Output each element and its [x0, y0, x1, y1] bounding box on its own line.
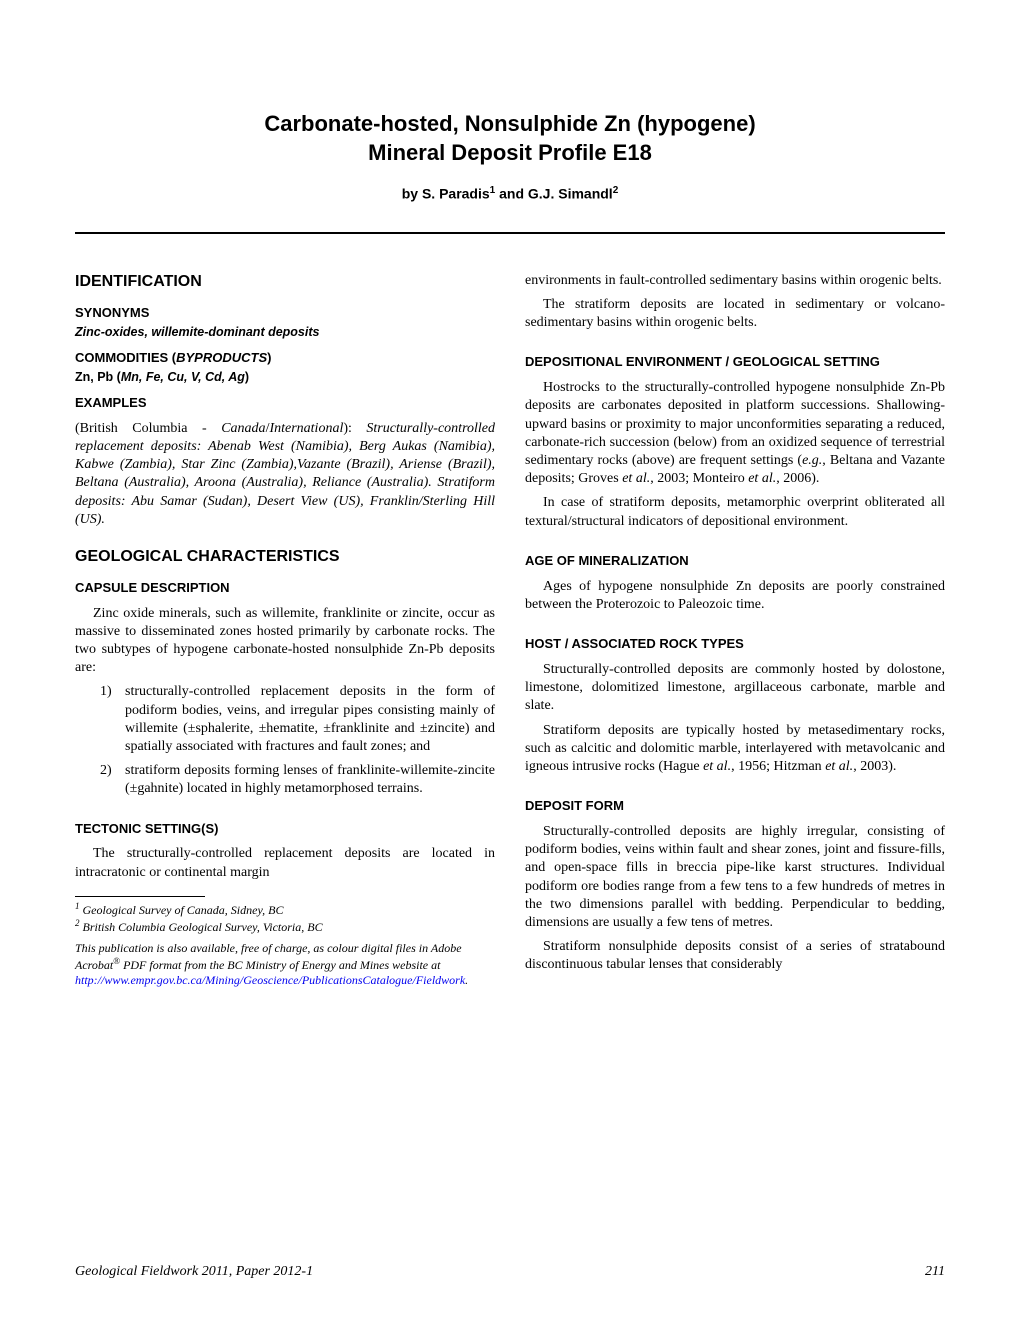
- right-p1: environments in fault-controlled sedimen…: [525, 272, 945, 290]
- footnote-2-text: British Columbia Geological Survey, Vict…: [80, 920, 323, 934]
- footnote-1: 1 Geological Survey of Canada, Sidney, B…: [75, 901, 495, 918]
- host-p2c: , 2003).: [853, 759, 896, 774]
- commodities-text: Zn, Pb (Mn, Fe, Cu, V, Cd, Ag): [75, 369, 495, 385]
- list-item-1: 1) structurally-controlled replacement d…: [100, 683, 495, 756]
- dep-etal1: et al.: [622, 471, 650, 486]
- footnote-link[interactable]: http://www.empr.gov.bc.ca/Mining/Geoscie…: [75, 973, 465, 987]
- author-2-affil: 2: [613, 185, 619, 196]
- examples-pre: (British Columbia -: [75, 421, 221, 436]
- heading-commodities: COMMODITIES (BYPRODUCTS): [75, 350, 495, 367]
- page-footer: Geological Fieldwork 2011, Paper 2012-1 …: [75, 1264, 945, 1280]
- commodities-t-it: Mn, Fe, Cu, V, Cd, Ag: [121, 370, 245, 384]
- footnote-3: This publication is also available, free…: [75, 941, 495, 973]
- host-p2: Stratiform deposits are typically hosted…: [525, 722, 945, 777]
- authors-prefix: by: [402, 186, 422, 202]
- heading-host: HOST / ASSOCIATED ROCK TYPES: [525, 636, 945, 653]
- examples-post: ):: [343, 421, 366, 436]
- footnote-rule: [75, 896, 205, 897]
- right-column: environments in fault-controlled sedimen…: [525, 272, 945, 988]
- heading-deposit-form: DEPOSIT FORM: [525, 798, 945, 815]
- title-rule: [75, 232, 945, 234]
- main-title-line2: Mineral Deposit Profile E18: [75, 139, 945, 168]
- list-text-1: structurally-controlled replacement depo…: [125, 683, 495, 756]
- host-etal2: et al.: [825, 759, 853, 774]
- authors: by S. Paradis1 and G.J. Simandl2: [75, 185, 945, 202]
- footnote-link-line: http://www.empr.gov.bc.ca/Mining/Geoscie…: [75, 973, 495, 988]
- heading-tectonic: TECTONIC SETTING(S): [75, 821, 495, 838]
- list-text-2: stratiform deposits forming lenses of fr…: [125, 762, 495, 798]
- heading-depositional: DEPOSITIONAL ENVIRONMENT / GEOLOGICAL SE…: [525, 354, 945, 371]
- examples-canada: Canada: [221, 421, 265, 436]
- two-column-layout: IDENTIFICATION SYNONYMS Zinc-oxides, wil…: [75, 272, 945, 988]
- footer-page-number: 211: [925, 1264, 945, 1280]
- commodities-t-pre: Zn, Pb (: [75, 370, 121, 384]
- examples-international: International: [269, 421, 343, 436]
- depositional-p2: In case of stratiform deposits, metamorp…: [525, 494, 945, 530]
- list-number-1: 1): [100, 683, 125, 756]
- host-p1: Structurally-controlled deposits are com…: [525, 661, 945, 716]
- right-p2: The stratiform deposits are located in s…: [525, 296, 945, 332]
- commodities-t-post: ): [245, 370, 249, 384]
- authors-connector: and: [495, 186, 528, 202]
- heading-examples: EXAMPLES: [75, 395, 495, 412]
- commodities-h-pre: COMMODITIES (: [75, 350, 176, 365]
- author-1: S. Paradis: [422, 186, 490, 202]
- heading-capsule: CAPSULE DESCRIPTION: [75, 580, 495, 597]
- list-item-2: 2) stratiform deposits forming lenses of…: [100, 762, 495, 798]
- heading-identification: IDENTIFICATION: [75, 272, 495, 293]
- synonyms-text: Zinc-oxides, willemite-dominant deposits: [75, 324, 495, 340]
- footnote-link-dot: .: [465, 973, 468, 987]
- age-paragraph: Ages of hypogene nonsulphide Zn deposits…: [525, 578, 945, 614]
- commodities-h-byproducts: BYPRODUCTS: [176, 350, 267, 365]
- depositional-p1: Hostrocks to the structurally-controlled…: [525, 379, 945, 488]
- footnote-2: 2 British Columbia Geological Survey, Vi…: [75, 918, 495, 935]
- footer-left: Geological Fieldwork 2011, Paper 2012-1: [75, 1264, 313, 1280]
- dep-p1d: , 2006).: [776, 471, 819, 486]
- heading-synonyms: SYNONYMS: [75, 305, 495, 322]
- list-number-2: 2): [100, 762, 125, 798]
- title-block: Carbonate-hosted, Nonsulphide Zn (hypoge…: [75, 110, 945, 202]
- dep-eg: e.g.: [802, 453, 822, 468]
- capsule-paragraph: Zinc oxide minerals, such as willemite, …: [75, 605, 495, 678]
- left-column: IDENTIFICATION SYNONYMS Zinc-oxides, wil…: [75, 272, 495, 988]
- commodities-h-post: ): [267, 350, 271, 365]
- host-p2b: , 1956; Hitzman: [731, 759, 825, 774]
- examples-body: (British Columbia - Canada/International…: [75, 420, 495, 529]
- heading-age: AGE OF MINERALIZATION: [525, 553, 945, 570]
- tectonic-paragraph: The structurally-controlled replacement …: [75, 845, 495, 881]
- dep-p1c: , 2003; Monteiro: [650, 471, 748, 486]
- form-p2: Stratiform nonsulphide deposits consist …: [525, 938, 945, 974]
- main-title-line1: Carbonate-hosted, Nonsulphide Zn (hypoge…: [75, 110, 945, 139]
- examples-list: Structurally-controlled replacement depo…: [75, 421, 495, 527]
- heading-geological: GEOLOGICAL CHARACTERISTICS: [75, 547, 495, 568]
- host-etal1: et al.: [703, 759, 731, 774]
- author-2: G.J. Simandl: [528, 186, 613, 202]
- dep-etal2: et al.: [748, 471, 776, 486]
- footnote-1-text: Geological Survey of Canada, Sidney, BC: [80, 903, 284, 917]
- footnote-3b: PDF format from the BC Ministry of Energ…: [120, 958, 440, 972]
- form-p1: Structurally-controlled deposits are hig…: [525, 823, 945, 932]
